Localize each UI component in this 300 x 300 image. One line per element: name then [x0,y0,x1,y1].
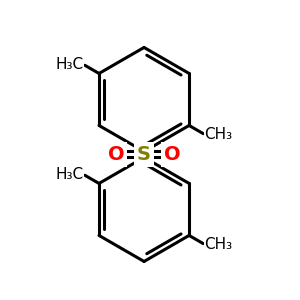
Text: CH₃: CH₃ [205,127,233,142]
Text: H₃C: H₃C [56,57,84,72]
Text: H₃C: H₃C [56,167,84,182]
Text: O: O [164,145,181,164]
Text: S: S [137,145,151,164]
Text: O: O [107,145,124,164]
Text: CH₃: CH₃ [205,237,233,252]
